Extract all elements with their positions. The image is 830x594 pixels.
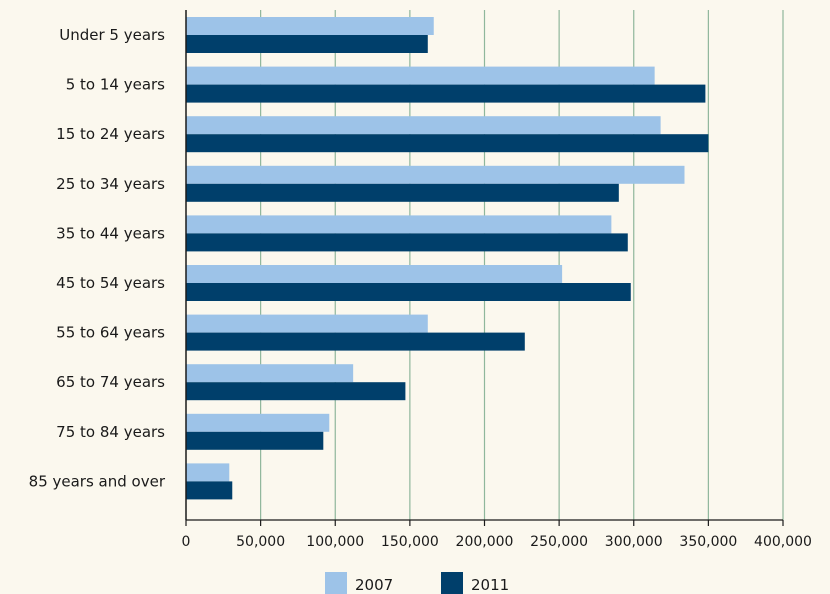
bar-2011-5 xyxy=(186,233,628,252)
bar-2011-1 xyxy=(186,35,428,53)
axes: Under 5 years 5 to 14 years 15 to 24 years… xyxy=(29,10,812,550)
legend-swatch-2011 xyxy=(441,572,463,594)
category-label: 5 to 14 years xyxy=(66,76,165,94)
bar-2011-10 xyxy=(186,481,233,500)
bar-2007-1 xyxy=(186,17,434,35)
x-tick-label: 250,000 xyxy=(530,534,588,550)
bar-2011-2 xyxy=(186,84,706,103)
bar-2007-8 xyxy=(186,364,354,383)
bar-2007-2 xyxy=(186,66,655,85)
legend-label-2007: 2007 xyxy=(355,576,393,594)
x-tick-label: 50,000 xyxy=(236,534,285,550)
bar-2007-3 xyxy=(186,116,661,135)
x-tick-label: 150,000 xyxy=(381,534,439,550)
category-label: 75 to 84 years xyxy=(56,423,165,441)
bar-2011-3 xyxy=(186,134,709,153)
bar-2011-4 xyxy=(186,183,619,202)
x-tick-label: 0 xyxy=(182,534,191,550)
bar-2007-5 xyxy=(186,215,612,234)
x-tick-label: 400,000 xyxy=(754,534,812,550)
bars xyxy=(186,17,709,500)
category-label: 15 to 24 years xyxy=(56,125,165,143)
legend-label-2011: 2011 xyxy=(471,576,509,594)
bar-2011-8 xyxy=(186,382,406,401)
category-label: 65 to 74 years xyxy=(56,373,165,391)
category-label: 55 to 64 years xyxy=(56,324,165,342)
bar-2007-7 xyxy=(186,314,428,333)
bar-2007-10 xyxy=(186,463,230,482)
bar-2011-7 xyxy=(186,332,525,351)
bar-2007-6 xyxy=(186,265,563,283)
bar-2011-9 xyxy=(186,431,324,450)
category-label: 85 years and over xyxy=(29,472,166,490)
legend: 2007 2011 xyxy=(325,572,509,594)
x-tick-label: 100,000 xyxy=(306,534,364,550)
category-label: 25 to 34 years xyxy=(56,175,165,193)
category-label: 45 to 54 years xyxy=(56,274,165,292)
x-tick-label: 300,000 xyxy=(605,534,663,550)
bar-2007-9 xyxy=(186,413,330,432)
bar-2007-4 xyxy=(186,165,685,184)
category-label: Under 5 years xyxy=(59,26,165,44)
x-tick-label: 350,000 xyxy=(679,534,737,550)
bar-2011-6 xyxy=(186,283,631,301)
legend-swatch-2007 xyxy=(325,572,347,594)
category-label: 35 to 44 years xyxy=(56,224,165,242)
x-tick-label: 200,000 xyxy=(456,534,514,550)
